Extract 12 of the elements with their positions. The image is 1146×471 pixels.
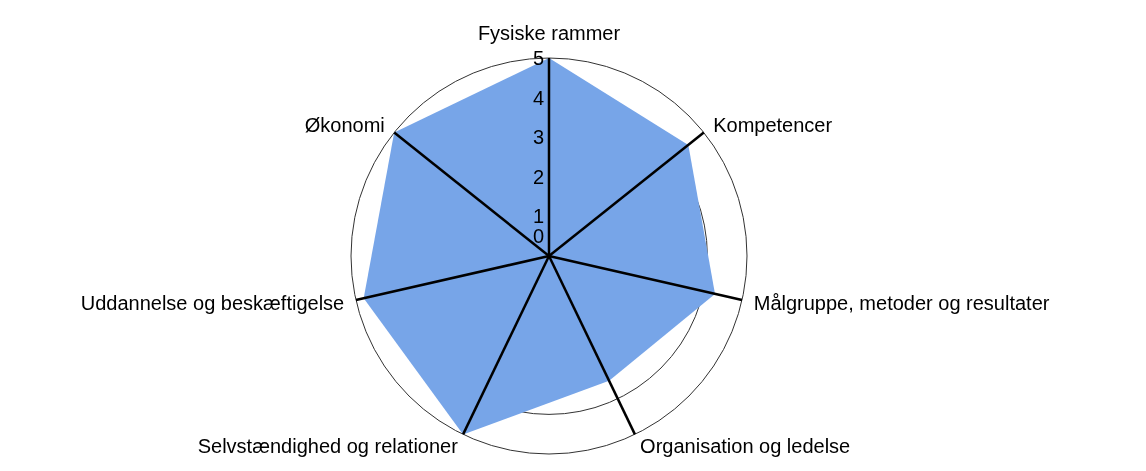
- spoke-label: Selvstændighed og relationer: [197, 435, 459, 458]
- spoke-label: Organisation og ledelse: [640, 435, 851, 458]
- y-tick-label: 1: [532, 205, 544, 228]
- y-tick-label: 4: [532, 86, 544, 109]
- spoke-label: Kompetencer: [713, 114, 833, 137]
- y-tick-label: 2: [532, 165, 544, 188]
- spoke-label: Målgruppe, metoder og resultater: [753, 291, 1050, 314]
- spoke-label: Økonomi: [304, 114, 385, 137]
- spoke-label: Fysiske rammer: [477, 22, 621, 44]
- y-tick-label: 3: [532, 126, 544, 149]
- y-tick-label: 0: [532, 225, 544, 247]
- spoke-label: Uddannelse og beskæftigelse: [80, 291, 345, 314]
